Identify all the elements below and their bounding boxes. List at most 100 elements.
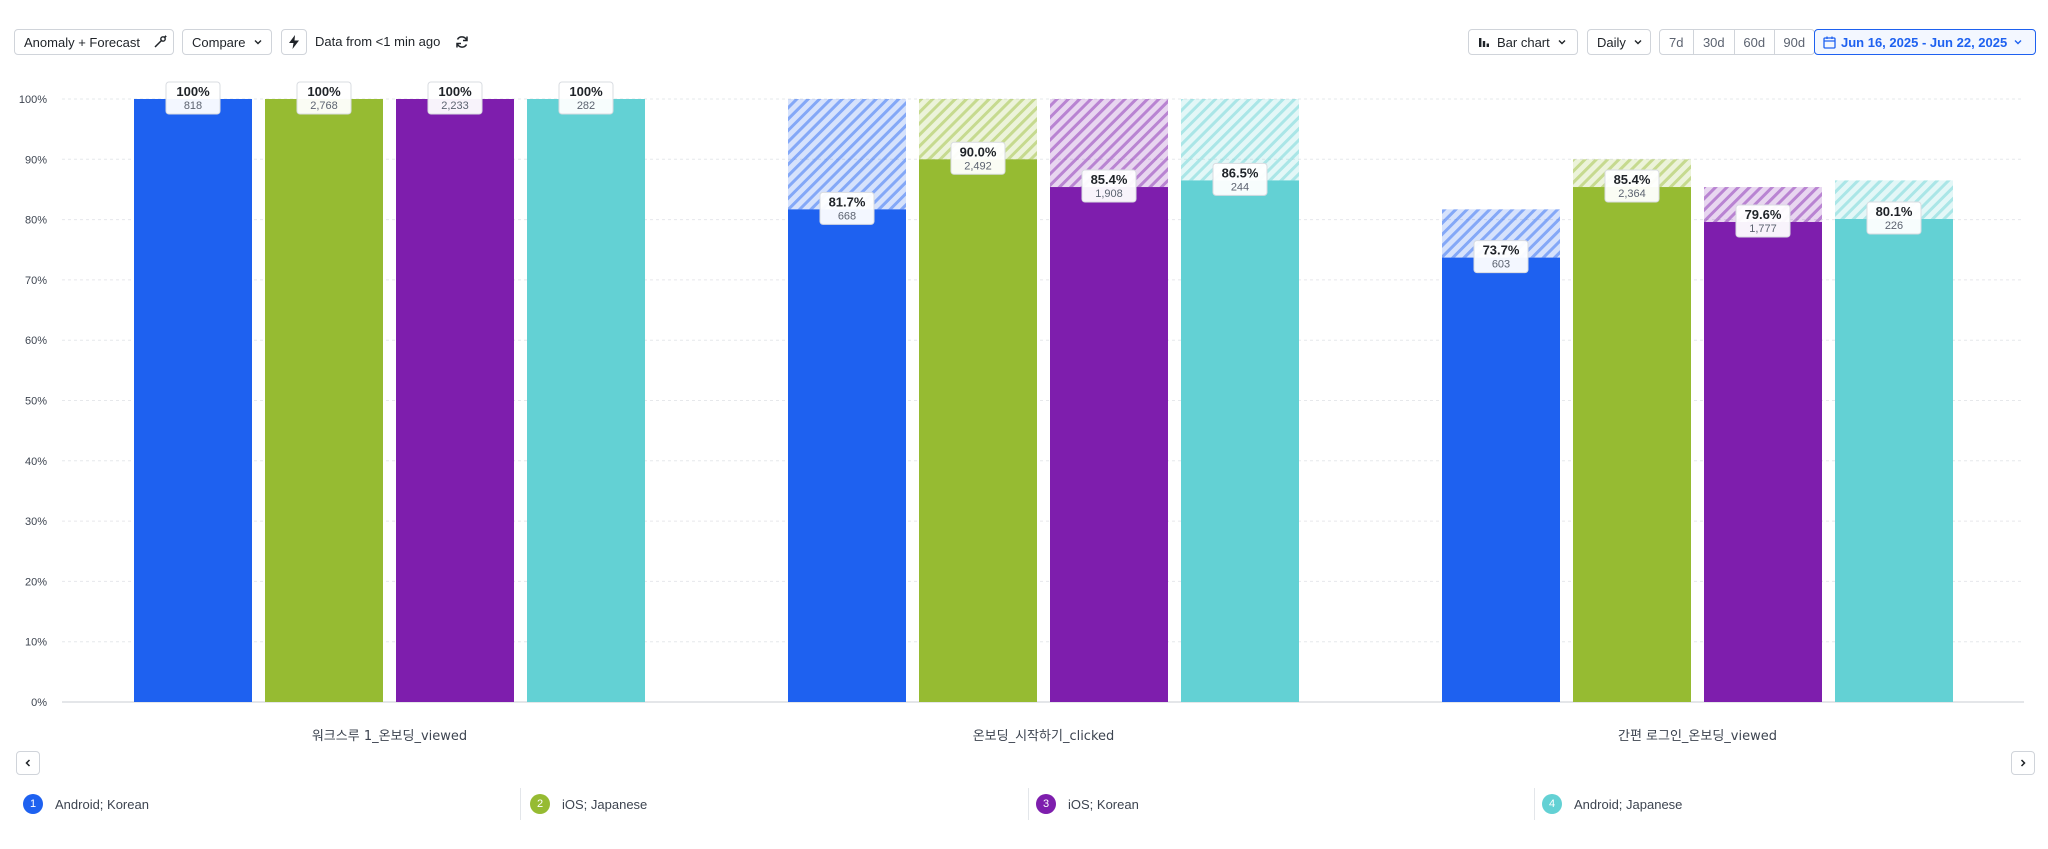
bar (134, 99, 252, 702)
value-label-percent: 86.5% (1222, 165, 1259, 180)
value-label-box (1081, 169, 1137, 203)
bar (265, 99, 383, 702)
value-label-box (819, 191, 875, 225)
value-label-box (427, 81, 483, 115)
value-label-percent: 100% (438, 84, 472, 99)
value-label-count: 603 (1492, 259, 1510, 271)
value-label-percent: 85.4% (1091, 172, 1128, 187)
chevron-down-icon (2014, 40, 2022, 45)
legend-item[interactable]: 3 iOS; Korean (1036, 793, 1139, 815)
bar (1835, 218, 1953, 702)
data-freshness-text: Data from <1 min ago (315, 34, 441, 49)
refresh-button[interactable] (450, 29, 474, 55)
y-tick-label: 20% (25, 576, 47, 588)
value-label-count: 1,908 (1095, 188, 1123, 200)
value-label-count: 226 (1885, 220, 1903, 232)
range-90d[interactable]: 90d (1783, 34, 1806, 50)
compare-button[interactable]: Compare (182, 29, 272, 55)
value-label-box (1604, 169, 1660, 203)
legend-item[interactable]: 2 iOS; Japanese (530, 793, 647, 815)
value-label-percent: 100% (176, 84, 210, 99)
y-tick-label: 60% (25, 335, 47, 347)
bar (396, 99, 514, 702)
value-label-box (296, 81, 352, 115)
funnel-bar-chart: 100%90%80%70%60%50%40%30%20%10%0%100%818… (19, 81, 2024, 744)
bar (1181, 180, 1299, 702)
value-label-percent: 100% (307, 84, 341, 99)
legend-color-dot: 3 (1036, 794, 1056, 814)
magic-wand-icon (154, 35, 167, 48)
value-label-box (1866, 201, 1922, 235)
anomaly-forecast-label: Anomaly + Forecast (24, 34, 140, 50)
anomaly-forecast-button[interactable]: Anomaly + Forecast (14, 29, 174, 55)
range-30d[interactable]: 30d (1694, 30, 1736, 54)
value-label-percent: 73.7% (1483, 243, 1520, 258)
legend-color-dot: 4 (1542, 794, 1562, 814)
chevron-down-icon (254, 40, 262, 45)
realtime-button[interactable] (281, 29, 307, 55)
value-label-count: 818 (184, 100, 202, 112)
y-tick-label: 40% (25, 456, 47, 468)
value-label-percent: 79.6% (1745, 207, 1782, 222)
range-60d[interactable]: 60d (1735, 30, 1775, 54)
y-tick-label: 30% (25, 516, 47, 528)
bar (919, 159, 1037, 703)
y-tick-label: 70% (25, 275, 47, 287)
legend-label: iOS; Korean (1068, 796, 1139, 812)
legend-item[interactable]: 1 Android; Korean (23, 793, 149, 815)
range-selector: 7d 30d 60d 90d (1659, 29, 1815, 55)
calendar-icon (1823, 36, 1836, 49)
value-label-count: 1,777 (1749, 223, 1777, 235)
refresh-icon (456, 36, 468, 48)
dropoff-bar (788, 99, 906, 210)
date-range-picker[interactable]: Jun 16, 2025 - Jun 22, 2025 (1814, 29, 2036, 55)
value-label-percent: 80.1% (1876, 204, 1913, 219)
bar (1050, 187, 1168, 703)
value-label-box (950, 141, 1006, 175)
legend-color-dot: 2 (530, 794, 550, 814)
value-label-count: 668 (838, 210, 856, 222)
date-range-label: Jun 16, 2025 - Jun 22, 2025 (1841, 34, 2008, 50)
lightning-icon (289, 35, 299, 49)
bar (1442, 257, 1560, 702)
legend-divider (1534, 788, 1535, 820)
legend-divider (520, 788, 521, 820)
y-tick-label: 0% (31, 697, 47, 709)
x-category-label: 간편 로그인_온보딩_viewed (1618, 729, 1777, 744)
chevron-right-icon (2020, 759, 2026, 767)
y-tick-label: 10% (25, 637, 47, 649)
value-label-count: 2,233 (441, 100, 469, 112)
legend-label: Android; Japanese (1574, 796, 1683, 812)
legend-label: Android; Korean (55, 796, 149, 812)
x-category-label: 워크스루 1_온보딩_viewed (312, 729, 467, 744)
value-label-percent: 100% (569, 84, 603, 99)
value-label-percent: 81.7% (829, 194, 866, 209)
legend-divider (1028, 788, 1029, 820)
bar (1573, 187, 1691, 703)
legend-label: iOS; Japanese (562, 796, 648, 812)
chevron-down-icon (1558, 40, 1566, 45)
value-label-percent: 90.0% (960, 144, 997, 159)
chevron-left-icon (25, 759, 31, 767)
x-category-label: 온보딩_시작하기_clicked (973, 729, 1115, 744)
interval-label: Daily (1597, 34, 1626, 50)
y-tick-label: 100% (19, 94, 47, 106)
range-7d[interactable]: 7d (1660, 30, 1694, 54)
next-page-button[interactable] (2011, 751, 2035, 775)
legend-item[interactable]: 4 Android; Japanese (1542, 793, 1682, 815)
value-label-box (1735, 204, 1791, 238)
value-label-box (1212, 162, 1268, 196)
bar (527, 99, 645, 702)
chart-type-dropdown[interactable]: Bar chart (1468, 29, 1578, 55)
prev-page-button[interactable] (16, 751, 40, 775)
y-tick-label: 50% (25, 396, 47, 408)
value-label-box (165, 81, 221, 115)
value-label-count: 282 (577, 100, 595, 112)
value-label-box (1473, 240, 1529, 274)
compare-label: Compare (192, 34, 246, 50)
value-label-percent: 85.4% (1614, 172, 1651, 187)
value-label-count: 2,768 (310, 100, 338, 112)
value-label-count: 2,492 (964, 160, 992, 172)
toolbar: Anomaly + Forecast Compare Data from <1 … (0, 29, 2048, 57)
interval-dropdown[interactable]: Daily (1587, 29, 1651, 55)
